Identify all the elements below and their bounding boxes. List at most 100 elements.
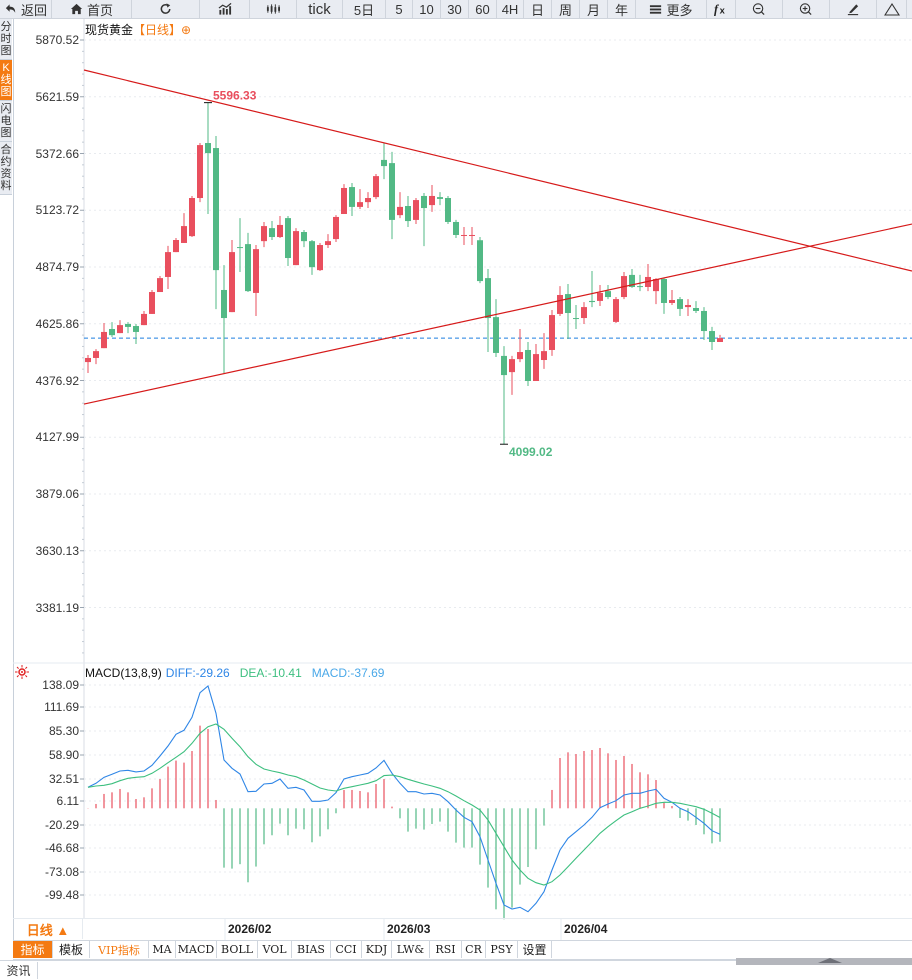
price-tick-label: 5372.66 bbox=[35, 146, 79, 161]
trendline-support[interactable] bbox=[83, 223, 912, 405]
side-tab-2[interactable]: 闪电图 bbox=[0, 101, 12, 142]
side-tab-3[interactable]: 合约资料 bbox=[0, 142, 12, 195]
toolbar-refresh-button[interactable] bbox=[132, 0, 200, 18]
toolbar-draw-button[interactable] bbox=[830, 0, 877, 18]
macd-histogram bbox=[87, 725, 721, 920]
date-tick-label: 2026/04 bbox=[564, 922, 608, 936]
bar-chart-icon bbox=[218, 2, 231, 15]
toolbar-back-button[interactable]: 返回 bbox=[0, 0, 52, 18]
toolbar: 返回 首页 tick 5日 5 10 30 60 4H 日周月年 更多 f x bbox=[0, 0, 912, 19]
toolbar-label: 日 bbox=[530, 2, 544, 18]
toolbar-candle-type-button[interactable] bbox=[250, 0, 297, 18]
toolbar-60-button[interactable]: 60 bbox=[469, 0, 497, 18]
price-tick-label: 3630.13 bbox=[35, 543, 79, 558]
macd-tick-label: 111.69 bbox=[44, 700, 79, 714]
toolbar-label: 4H bbox=[501, 1, 519, 17]
panel-scroll-handle[interactable] bbox=[736, 958, 912, 965]
toolbar-30-button[interactable]: 30 bbox=[441, 0, 469, 18]
toolbar-home-button[interactable]: 首页 bbox=[52, 0, 132, 18]
indicator-tab-psy[interactable]: PSY bbox=[486, 941, 518, 958]
refresh-icon bbox=[160, 3, 170, 14]
toolbar-label: 返回 bbox=[20, 2, 47, 18]
bottom-panel bbox=[0, 960, 912, 980]
date-tick-label: 2026/03 bbox=[387, 922, 431, 936]
macd-legend: MACD(13,8,9) DIFF:-29.26 DEA:-10.41 MACD:-3… bbox=[85, 666, 390, 680]
indicator-tab-boll[interactable]: BOLL bbox=[217, 941, 258, 958]
home-icon bbox=[70, 3, 83, 15]
indicator-tab-[interactable]: 模板 bbox=[53, 941, 90, 958]
indicator-tab-cci[interactable]: CCI bbox=[331, 941, 362, 958]
macd-tick-label: -73.08 bbox=[44, 865, 79, 879]
toolbar-month-button[interactable]: 月 bbox=[580, 0, 608, 18]
macd-tick-label: -46.68 bbox=[44, 841, 79, 855]
add-compare-icon[interactable]: ⊕ bbox=[181, 23, 192, 37]
macd-value: MACD:-37.69 bbox=[311, 666, 385, 680]
toolbar-more-button[interactable]: 更多 bbox=[636, 0, 707, 18]
toolbar-week-button[interactable]: 周 bbox=[552, 0, 580, 18]
macd-tick-label: -20.29 bbox=[44, 818, 79, 832]
indicator-tab-rsi[interactable]: RSI bbox=[430, 941, 462, 958]
news-tab[interactable]: 资讯 bbox=[0, 962, 38, 979]
macd-title: MACD(13,8,9) bbox=[85, 666, 162, 680]
date-axis bbox=[13, 918, 912, 941]
toolbar-day-button[interactable]: 日 bbox=[524, 0, 552, 18]
indicator-tab-[interactable]: 指标 bbox=[13, 941, 53, 958]
diff-line bbox=[87, 685, 721, 913]
price-tick-label: 4625.86 bbox=[35, 316, 79, 331]
toolbar-year-button[interactable]: 年 bbox=[608, 0, 636, 18]
period-select-button[interactable]: 日线 ▲ bbox=[14, 919, 83, 939]
toolbar-5-button[interactable]: 5 bbox=[386, 0, 413, 18]
indicator-tab-vol[interactable]: VOL bbox=[258, 941, 292, 958]
indicator-tab-lw[interactable]: LW& bbox=[392, 941, 430, 958]
indicator-tab-ma[interactable]: MA bbox=[149, 941, 176, 958]
toolbar-tick-button[interactable]: tick bbox=[297, 0, 343, 18]
chart-title: 现货黄金【日线】⊕ bbox=[85, 21, 191, 38]
toolbar-label: 年 bbox=[614, 2, 628, 18]
indicator-tab-vip[interactable]: VIP指标 bbox=[90, 941, 149, 958]
price-tick-label: 3381.19 bbox=[35, 600, 79, 615]
toolbar-label: 30 bbox=[447, 1, 462, 17]
toolbar-label: 60 bbox=[475, 1, 490, 17]
toolbar-shape-button[interactable] bbox=[877, 0, 907, 18]
indicator-tab-bias[interactable]: BIAS bbox=[292, 941, 331, 958]
zoom-in-icon bbox=[799, 3, 812, 16]
indicator-tab-macd[interactable]: MACD bbox=[176, 941, 217, 958]
indicator-settings-icon[interactable] bbox=[15, 665, 29, 679]
indicator-tab-kdj[interactable]: KDJ bbox=[362, 941, 392, 958]
chart-period: 【日线】 bbox=[133, 23, 182, 37]
scroll-up-arrow-icon[interactable] bbox=[818, 958, 842, 963]
toolbar-10-button[interactable]: 10 bbox=[413, 0, 441, 18]
dea-value: DEA:-10.41 bbox=[239, 666, 302, 680]
side-tab-1[interactable]: K线图 bbox=[0, 60, 12, 101]
macd-tick-label: 138.09 bbox=[42, 678, 79, 692]
toolbar-label: 首页 bbox=[86, 2, 113, 18]
toolbar-zoom-out-button[interactable] bbox=[736, 0, 783, 18]
toolbar-label: 周 bbox=[558, 2, 572, 18]
macd-tick-label: 85.30 bbox=[48, 724, 79, 738]
candlestick-icon bbox=[266, 4, 280, 14]
toolbar-zoom-in-button[interactable] bbox=[783, 0, 830, 18]
price-tick-label: 3879.06 bbox=[35, 487, 79, 501]
indicator-tab-cr[interactable]: CR bbox=[462, 941, 486, 958]
macd-tick-label: 6.11 bbox=[56, 794, 79, 808]
side-tab-0[interactable]: 分时图 bbox=[0, 19, 12, 60]
high-price-label: 5596.33 bbox=[213, 89, 257, 103]
price-tick-label: 4127.99 bbox=[35, 430, 79, 445]
toolbar-chart-type-button[interactable] bbox=[200, 0, 250, 18]
toolbar-4h-button[interactable]: 4H bbox=[497, 0, 524, 18]
trendline-resistance[interactable] bbox=[83, 69, 912, 272]
price-tick-label: 5123.72 bbox=[35, 203, 79, 218]
zoom-out-icon bbox=[752, 3, 765, 16]
indicator-tab-[interactable]: 设置 bbox=[518, 941, 552, 958]
instrument-name: 现货黄金 bbox=[85, 23, 134, 37]
toolbar-5day-button[interactable]: 5日 bbox=[343, 0, 386, 18]
pencil-icon bbox=[847, 4, 859, 16]
macd-tick-label: 32.51 bbox=[48, 772, 79, 786]
price-tick-label: 4874.79 bbox=[35, 260, 79, 274]
toolbar-label: 5 bbox=[395, 1, 403, 17]
dea-line bbox=[87, 723, 721, 886]
triangle-icon bbox=[883, 2, 900, 16]
